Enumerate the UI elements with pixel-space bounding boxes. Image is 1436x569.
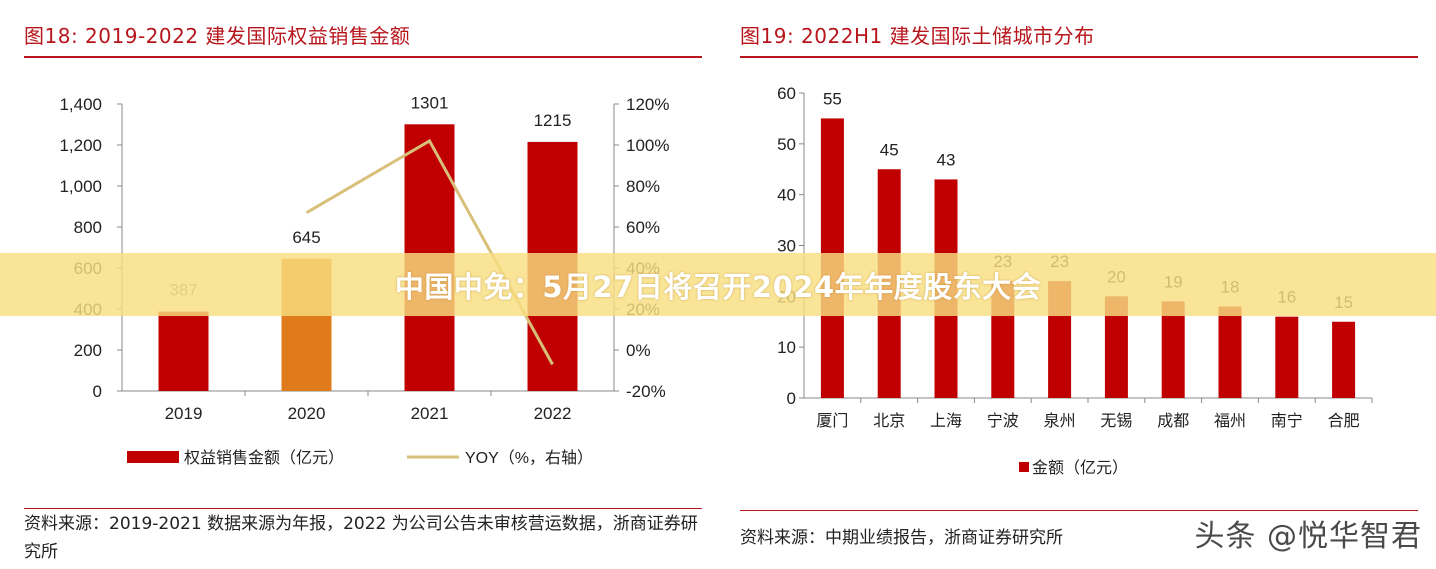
y2-tick-label: 100% (626, 136, 669, 155)
bar-合肥 (1332, 321, 1356, 398)
x-tick-label: 厦门 (816, 412, 848, 430)
title-rule (740, 56, 1418, 58)
x-tick-label: 宁波 (987, 412, 1019, 430)
x-tick-label: 2020 (288, 404, 326, 423)
y2-tick-label: 80% (626, 177, 660, 196)
legend-label: YOY（%，右轴） (465, 449, 593, 467)
figure-19-title: 图19: 2022H1 建发国际土储城市分布 (740, 24, 1095, 48)
x-tick-label: 合肥 (1328, 412, 1360, 430)
legend-label: 权益销售金额（亿元） (184, 449, 344, 467)
bar-2019 (158, 311, 209, 391)
y-tick-label: 40 (777, 186, 796, 205)
legend-swatch-bar (1019, 462, 1029, 472)
chart-18-sales: 02004006008001,0001,2001,400-20%0%20%40%… (59, 93, 669, 467)
bar-value-label: 1301 (411, 93, 449, 112)
y-tick-label: 1,200 (59, 136, 102, 155)
y-tick-label: 200 (74, 341, 102, 360)
x-tick-label: 无锡 (1100, 412, 1132, 430)
y-tick-label: 0 (93, 382, 102, 401)
x-tick-label: 福州 (1214, 412, 1246, 430)
bar-value-label: 45 (880, 140, 899, 159)
watermark: 头条 @悦华智君 (1194, 519, 1422, 554)
bar-无锡 (1104, 296, 1128, 398)
bar-value-label: 55 (823, 89, 842, 108)
y-tick-label: 0 (787, 389, 796, 408)
legend-swatch-bar (127, 451, 179, 463)
y-tick-label: 800 (74, 218, 102, 237)
x-tick-label: 北京 (873, 412, 905, 430)
bar-value-label: 645 (292, 228, 320, 247)
y2-tick-label: 0% (626, 341, 651, 360)
title-rule (24, 56, 702, 58)
source-rule (24, 508, 702, 509)
bar-成都 (1161, 301, 1185, 398)
bar-南宁 (1275, 316, 1299, 398)
x-tick-label: 南宁 (1271, 412, 1303, 430)
y-tick-label: 30 (777, 237, 796, 256)
y-tick-label: 1,000 (59, 177, 102, 196)
y-tick-label: 10 (777, 338, 796, 357)
headline-banner: 中国中免：5月27日将召开2024年年度股东大会 (0, 253, 1436, 316)
x-tick-label: 2019 (165, 404, 203, 423)
legend-label: 金额（亿元） (1032, 459, 1128, 477)
y-tick-label: 60 (777, 84, 796, 103)
bar-福州 (1218, 306, 1242, 398)
figure-18-title: 图18: 2019-2022 建发国际权益销售金额 (24, 24, 411, 48)
figure-19-source: 资料来源：中期业绩报告，浙商证券研究所 (740, 528, 1063, 548)
bar-value-label: 43 (937, 150, 956, 169)
figure-18-source: 资料来源：2019-2021 数据来源为年报，2022 为公司公告未审核营运数据… (24, 514, 698, 562)
x-tick-label: 泉州 (1044, 412, 1076, 430)
y-tick-label: 50 (777, 135, 796, 154)
x-tick-label: 上海 (930, 412, 962, 430)
x-tick-label: 2021 (411, 404, 449, 423)
bar-value-label: 1215 (534, 111, 572, 130)
y-tick-label: 1,400 (59, 95, 102, 114)
headline-text: 中国中免：5月27日将召开2024年年度股东大会 (394, 269, 1042, 304)
x-tick-label: 2022 (534, 404, 572, 423)
y2-tick-label: 60% (626, 218, 660, 237)
source-rule (740, 510, 1418, 511)
y2-tick-label: -20% (626, 382, 666, 401)
x-tick-label: 成都 (1157, 412, 1189, 430)
chart-19-land-bank: 010203040506055厦门45北京43上海23宁波23泉州20无锡19成… (777, 84, 1373, 477)
y2-tick-label: 120% (626, 95, 669, 114)
